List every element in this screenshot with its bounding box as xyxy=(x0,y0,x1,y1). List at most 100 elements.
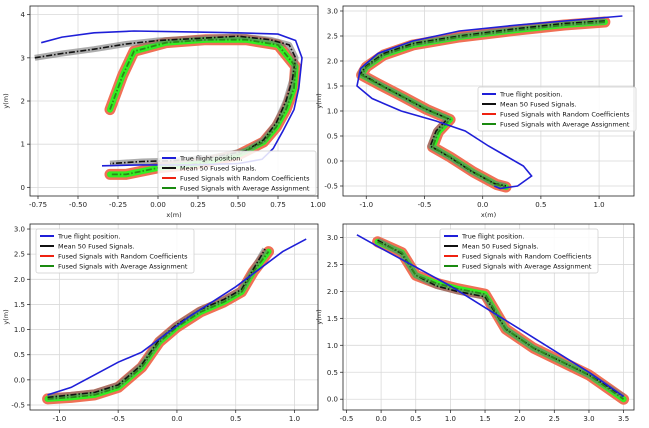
x-tick-label: 0.00 xyxy=(150,201,166,209)
legend-label: Mean 50 Fused Signals. xyxy=(462,243,539,251)
y-tick-label: 2.0 xyxy=(327,288,338,296)
legend-label: Fused Signals with Random Coefficients xyxy=(462,253,592,261)
y-tick-label: -0.5 xyxy=(324,183,338,191)
y-tick-label: 3.0 xyxy=(14,226,25,234)
legend-label: Mean 50 Fused Signals. xyxy=(180,165,257,173)
legend-box xyxy=(157,150,317,196)
x-tick-label: 0.50 xyxy=(230,201,246,209)
y-tick-label: 2.0 xyxy=(14,276,25,284)
legend-label: Mean 50 Fused Signals. xyxy=(500,101,577,109)
x-tick-label: -0.5 xyxy=(418,201,432,209)
x-tick-label: 3.5 xyxy=(618,415,629,423)
x-tick-label: 0.25 xyxy=(190,201,206,209)
x-tick-label: 0.0 xyxy=(477,201,488,209)
legend-box xyxy=(35,228,195,274)
y-axis-label: y(m) xyxy=(315,93,323,108)
x-tick-label: 0.5 xyxy=(410,415,421,423)
y-tick-label: -0.5 xyxy=(11,401,25,409)
x-tick-label: 1.0 xyxy=(289,415,300,423)
x-tick-label: 0.5 xyxy=(230,415,241,423)
x-tick-label: -0.50 xyxy=(69,201,87,209)
legend: True flight position. Mean 50 Fused Signa… xyxy=(477,86,637,132)
series-mean-line xyxy=(359,20,605,187)
legend-label: Fused Signals with Random Coefficients xyxy=(58,253,188,261)
y-tick-label: 1.0 xyxy=(327,342,338,350)
x-tick-label: -0.25 xyxy=(109,201,127,209)
y-tick-label: 2.5 xyxy=(14,251,25,259)
y-tick-label: 0.0 xyxy=(327,396,338,404)
x-tick-label: 1.00 xyxy=(310,201,326,209)
y-tick-label: 0.5 xyxy=(327,133,338,141)
chart-panel-2: -1.0 -0.5 0.0 0.5 1.0 -0.5 0.0 0.5 1.0 1.5 2.0 2.5 3… xyxy=(315,5,637,219)
series-mean-band xyxy=(376,237,626,400)
y-tick-label: 3.0 xyxy=(327,234,338,242)
y-tick-label: 0.0 xyxy=(327,158,338,166)
y-axis-label: y(m) xyxy=(2,93,10,108)
legend: True flight position. Mean 50 Fused Signa… xyxy=(157,150,317,196)
x-axis-label: x(m) xyxy=(166,211,181,219)
series-average-assignment-line xyxy=(47,251,270,400)
y-tick-label: 1.5 xyxy=(327,315,338,323)
y-tick-label: 2.5 xyxy=(327,33,338,41)
x-tick-label: 0.5 xyxy=(535,201,546,209)
axes-frame xyxy=(29,5,319,197)
x-tick-label: 1.5 xyxy=(479,415,490,423)
legend-label: True flight position. xyxy=(179,155,242,163)
legend-label: True flight position. xyxy=(499,91,562,99)
x-tick-label: 0.75 xyxy=(270,201,286,209)
legend-box xyxy=(439,228,599,274)
y-tick-label: 3.0 xyxy=(327,8,338,16)
y-tick-label: 4 xyxy=(21,11,26,19)
x-tick-label: 1.0 xyxy=(445,415,456,423)
x-tick-label: -0.5 xyxy=(111,415,125,423)
y-axis-label: y(m) xyxy=(315,309,323,324)
series-mean-line xyxy=(47,248,266,399)
series-average-assignment-line xyxy=(360,21,605,188)
y-tick-label: 0.0 xyxy=(14,376,25,384)
x-tick-label: -0.75 xyxy=(29,201,47,209)
y-tick-label: 1.0 xyxy=(14,326,25,334)
legend-label: Fused Signals with Average Assignment xyxy=(462,263,592,271)
x-tick-label: 3.0 xyxy=(583,415,594,423)
plot-area xyxy=(356,234,630,405)
x-tick-label: 2.0 xyxy=(514,415,525,423)
x-tick-label: 2.5 xyxy=(549,415,560,423)
legend: True flight position. Mean 50 Fused Signa… xyxy=(35,228,195,274)
x-tick-label: 0.0 xyxy=(171,415,182,423)
legend-label: Fused Signals with Average Assignment xyxy=(180,185,310,193)
legend-label: Mean 50 Fused Signals. xyxy=(58,243,135,251)
plot-area xyxy=(356,15,623,193)
axes-frame xyxy=(342,223,635,411)
chart-panel-4: -0.5 0.0 0.5 1.0 1.5 2.0 2.5 3.0 3.5 0.0 0.5 1.0 1.5… xyxy=(315,223,635,423)
y-tick-label: 2 xyxy=(21,98,25,106)
y-tick-label: 1.5 xyxy=(14,301,25,309)
x-tick-label: 0.0 xyxy=(376,415,387,423)
chart-panel-1: -0.75 -0.50 -0.25 0.00 0.25 0.50 0.75 1.00 0 1 2 3 4… xyxy=(2,5,326,219)
x-tick-label: -0.5 xyxy=(340,415,354,423)
y-tick-label: 0.5 xyxy=(14,351,25,359)
x-tick-label: 1.0 xyxy=(594,201,605,209)
chart-panel-3: -1.0 -0.5 0.0 0.5 1.0 -0.5 0.0 0.5 1.0 1.5 2.0 2.5 3… xyxy=(2,223,319,423)
x-tick-label: -1.0 xyxy=(53,415,67,423)
axes-frame xyxy=(29,223,319,411)
plot-area xyxy=(42,238,307,405)
series-true-flight-line xyxy=(356,15,623,190)
legend-label: Fused Signals with Random Coefficients xyxy=(500,111,630,119)
legend-box xyxy=(477,86,637,132)
legend-label: True flight position. xyxy=(461,233,524,241)
series-true-flight-line xyxy=(47,238,307,396)
y-tick-label: 2.0 xyxy=(327,58,338,66)
x-axis-label: x(m) xyxy=(481,211,496,219)
legend-label: Fused Signals with Average Assignment xyxy=(500,121,630,129)
y-tick-label: 1.5 xyxy=(327,83,338,91)
y-tick-label: 0 xyxy=(21,184,25,192)
legend-label: Fused Signals with Random Coefficients xyxy=(180,175,310,183)
y-axis-label: y(m) xyxy=(2,309,10,324)
legend-label: True flight position. xyxy=(57,233,120,241)
y-tick-label: 3 xyxy=(21,54,25,62)
y-tick-label: 2.5 xyxy=(327,261,338,269)
legend-label: Fused Signals with Average Assignment xyxy=(58,263,188,271)
x-tick-label: -1.0 xyxy=(359,201,373,209)
y-tick-label: 0.5 xyxy=(327,369,338,377)
